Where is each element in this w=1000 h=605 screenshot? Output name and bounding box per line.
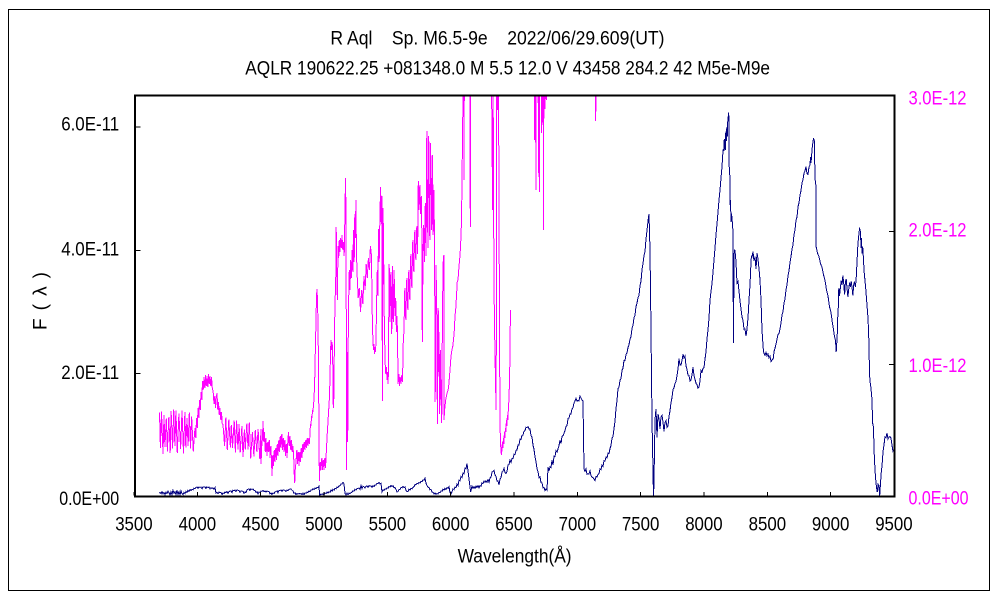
svg-text:7500: 7500: [622, 514, 660, 535]
svg-text:6.0E-11: 6.0E-11: [61, 115, 119, 136]
svg-text:R Aql Sp. M6.5-9e 2022/0: R Aql Sp. M6.5-9e 2022/06/29.609(UT): [330, 29, 664, 50]
svg-text:3.0E-12: 3.0E-12: [909, 89, 967, 110]
svg-text:4500: 4500: [242, 514, 280, 535]
svg-text:5000: 5000: [305, 514, 343, 535]
svg-text:5500: 5500: [369, 514, 407, 535]
svg-text:3500: 3500: [115, 514, 153, 535]
svg-text:8500: 8500: [749, 514, 787, 535]
svg-text:0.0E+00: 0.0E+00: [909, 489, 969, 510]
svg-text:Wavelength(Å): Wavelength(Å): [458, 547, 572, 568]
svg-text:9000: 9000: [812, 514, 850, 535]
svg-text:4000: 4000: [179, 514, 217, 535]
svg-text:7000: 7000: [559, 514, 597, 535]
svg-text:6500: 6500: [495, 514, 533, 535]
svg-text:2.0E-11: 2.0E-11: [61, 363, 119, 384]
svg-text:0.0E+00: 0.0E+00: [59, 489, 119, 510]
svg-text:8000: 8000: [685, 514, 723, 535]
svg-text:9500: 9500: [875, 514, 913, 535]
svg-text:1.0E-12: 1.0E-12: [909, 356, 967, 377]
svg-text:4.0E-11: 4.0E-11: [61, 240, 119, 261]
svg-text:6000: 6000: [432, 514, 470, 535]
svg-text:2.0E-12: 2.0E-12: [909, 221, 967, 242]
svg-text:AQLR 190622.25 +081348.0 M 5.5: AQLR 190622.25 +081348.0 M 5.5 12.0 V 43…: [245, 59, 770, 80]
